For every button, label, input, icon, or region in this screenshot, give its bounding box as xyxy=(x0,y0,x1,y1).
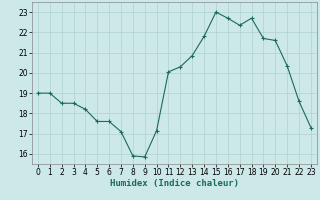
X-axis label: Humidex (Indice chaleur): Humidex (Indice chaleur) xyxy=(110,179,239,188)
